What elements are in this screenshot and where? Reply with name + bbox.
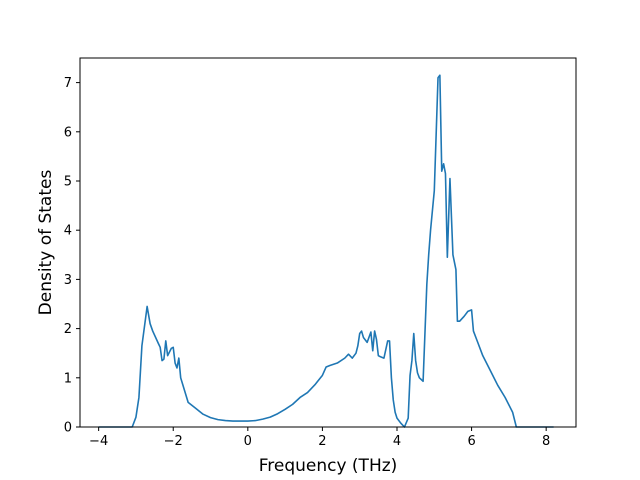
x-tick-label: −2 — [164, 434, 183, 449]
x-tick-label: −4 — [89, 434, 108, 449]
y-axis-label: Density of States — [36, 170, 56, 316]
plot-area — [98, 74, 554, 428]
x-axis-label: Frequency (THz) — [259, 456, 398, 476]
y-tick-label: 5 — [64, 175, 72, 190]
y-tick-label: 7 — [64, 76, 72, 91]
x-tick-label: 8 — [542, 434, 550, 449]
x-tick-label: 2 — [318, 434, 326, 449]
x-axis-ticks: −4 −2 0 2 4 6 8 — [89, 427, 550, 449]
y-tick-label: 4 — [64, 224, 72, 239]
dos-series-line — [98, 74, 554, 428]
x-tick-label: 6 — [467, 434, 475, 449]
y-tick-label: 0 — [64, 421, 72, 436]
y-tick-label: 6 — [64, 125, 72, 140]
x-tick-label: 0 — [244, 434, 252, 449]
y-axis-ticks: 0 1 2 3 4 5 6 7 — [64, 76, 80, 436]
y-tick-label: 2 — [64, 322, 72, 337]
y-tick-label: 3 — [64, 273, 72, 288]
x-tick-label: 4 — [393, 434, 401, 449]
axes-frame — [79, 57, 577, 428]
y-tick-label: 1 — [64, 371, 72, 386]
